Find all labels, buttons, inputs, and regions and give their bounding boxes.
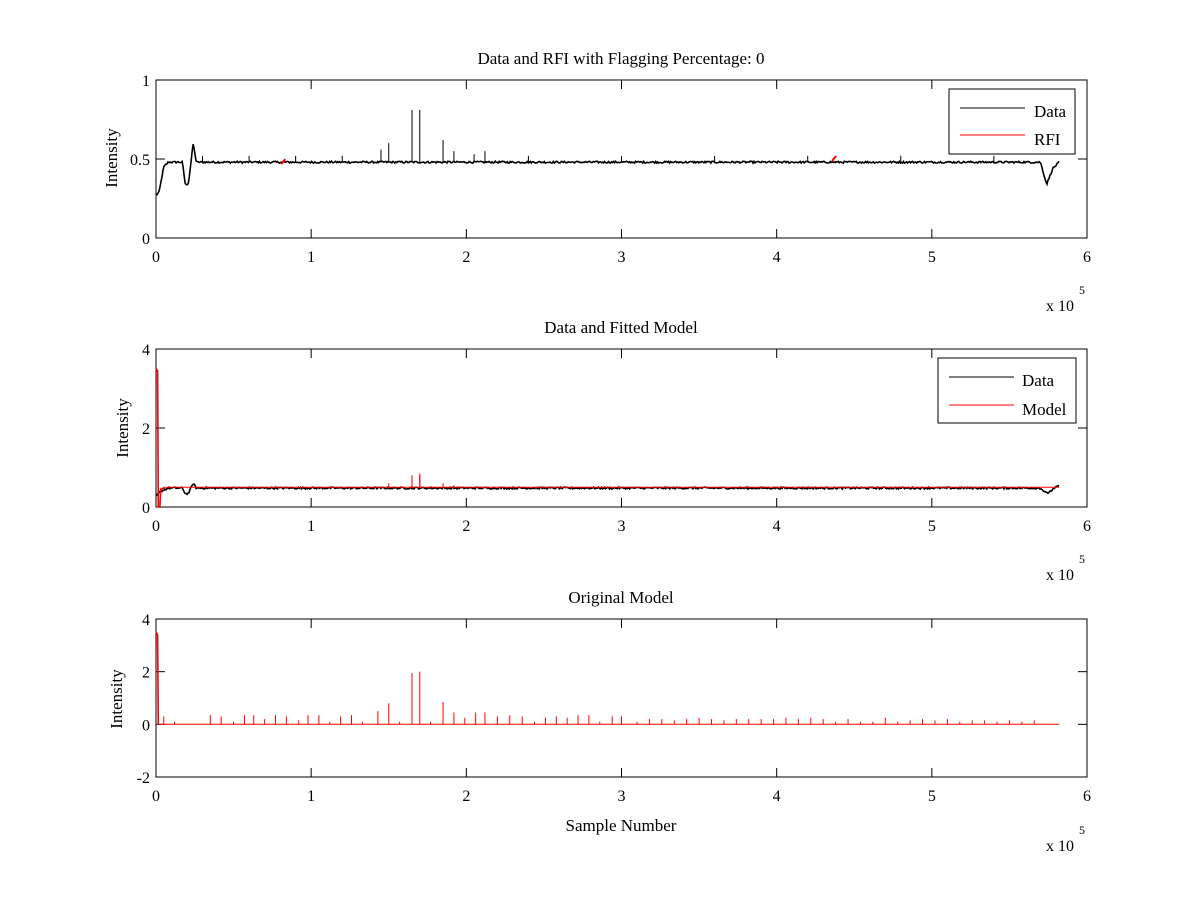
series-model xyxy=(155,631,1060,725)
x-multiplier-base: x 10 xyxy=(1046,567,1074,584)
x-multiplier-exponent: 5 xyxy=(1079,283,1085,297)
x-axis-multiplier: x 10 5 xyxy=(1046,283,1085,315)
panel-title: Data and RFI with Flagging Percentage: 0 xyxy=(477,49,764,68)
legend-box xyxy=(948,88,1076,155)
x-tick-label: 5 xyxy=(928,788,936,805)
x-tick-label: 1 xyxy=(307,249,315,266)
x-tick-label: 6 xyxy=(1083,518,1091,535)
y-tick-label: 2 xyxy=(142,665,150,682)
x-multiplier-exponent: 5 xyxy=(1079,552,1085,566)
x-tick-label: 6 xyxy=(1083,788,1091,805)
x-axis-multiplier: x 10 5 xyxy=(1046,823,1085,855)
panel-data-and-rfi: Data and RFI with Flagging Percentage: 0… xyxy=(102,49,1091,315)
legend-label-model: Model xyxy=(1022,400,1067,419)
x-tick-label: 1 xyxy=(307,518,315,535)
y-tick-label: -2 xyxy=(137,770,150,787)
plot-area: 0 1 2 3 4 5 6 0 2 4 xyxy=(142,342,1091,535)
y-tick-label: 0 xyxy=(142,500,150,517)
y-tick-label: 0 xyxy=(142,717,150,734)
panel-data-and-fitted-model: Data and Fitted Model Intensity 0 1 2 3 4 5 60… xyxy=(113,318,1091,584)
x-tick-label: 3 xyxy=(618,249,626,266)
x-tick-label: 2 xyxy=(462,788,470,805)
y-tick-label: 2 xyxy=(142,421,150,438)
y-tick-label: 4 xyxy=(142,612,150,629)
y-axis-label: Intensity xyxy=(113,398,132,458)
x-tick-label: 5 xyxy=(928,249,936,266)
y-tick-label: 4 xyxy=(142,342,150,359)
x-tick-label: 6 xyxy=(1083,249,1091,266)
x-tick-label: 0 xyxy=(152,249,160,266)
legend-label-data: Data xyxy=(1034,102,1067,121)
x-tick-label: 0 xyxy=(152,788,160,805)
x-tick-label: 4 xyxy=(773,518,781,535)
series-data xyxy=(155,110,1060,196)
x-multiplier-exponent: 5 xyxy=(1079,823,1085,837)
x-tick-label: 4 xyxy=(773,249,781,266)
x-tick-label: 3 xyxy=(618,788,626,805)
x-tick-label: 0 xyxy=(152,518,160,535)
legend-box xyxy=(937,357,1077,424)
legend-label-rfi: RFI xyxy=(1034,130,1061,149)
rfi-point xyxy=(280,158,287,165)
x-tick-label: 3 xyxy=(618,518,626,535)
panel-title: Original Model xyxy=(568,588,674,607)
legend-label-data: Data xyxy=(1022,371,1055,390)
initial-transient xyxy=(155,631,160,725)
y-tick-label: 1 xyxy=(142,73,150,90)
y-axis-label: Intensity xyxy=(107,669,126,729)
x-tick-label: 2 xyxy=(462,249,470,266)
y-tick-label: 0.5 xyxy=(130,152,150,169)
x-multiplier-base: x 10 xyxy=(1046,838,1074,855)
plot-area: 0 1 2 3 4 5 6 0 0.5 1 xyxy=(130,73,1091,266)
x-axis-label: Sample Number xyxy=(566,816,677,835)
x-tick-label: 5 xyxy=(928,518,936,535)
series-rfi xyxy=(280,155,837,165)
x-tick-label: 2 xyxy=(462,518,470,535)
rfi-point xyxy=(831,155,837,162)
series-model xyxy=(155,368,1060,508)
x-axis-multiplier: x 10 5 xyxy=(1046,552,1085,584)
x-tick-label: 4 xyxy=(773,788,781,805)
legend: Data Model xyxy=(937,357,1077,424)
x-tick-label: 1 xyxy=(307,788,315,805)
x-multiplier-base: x 10 xyxy=(1046,298,1074,315)
y-axis-label: Intensity xyxy=(102,128,121,188)
initial-transient xyxy=(155,368,166,508)
series-line xyxy=(155,144,1060,196)
legend: Data RFI xyxy=(948,88,1076,155)
panel-title: Data and Fitted Model xyxy=(544,318,698,337)
y-tick-label: 0 xyxy=(142,231,150,248)
